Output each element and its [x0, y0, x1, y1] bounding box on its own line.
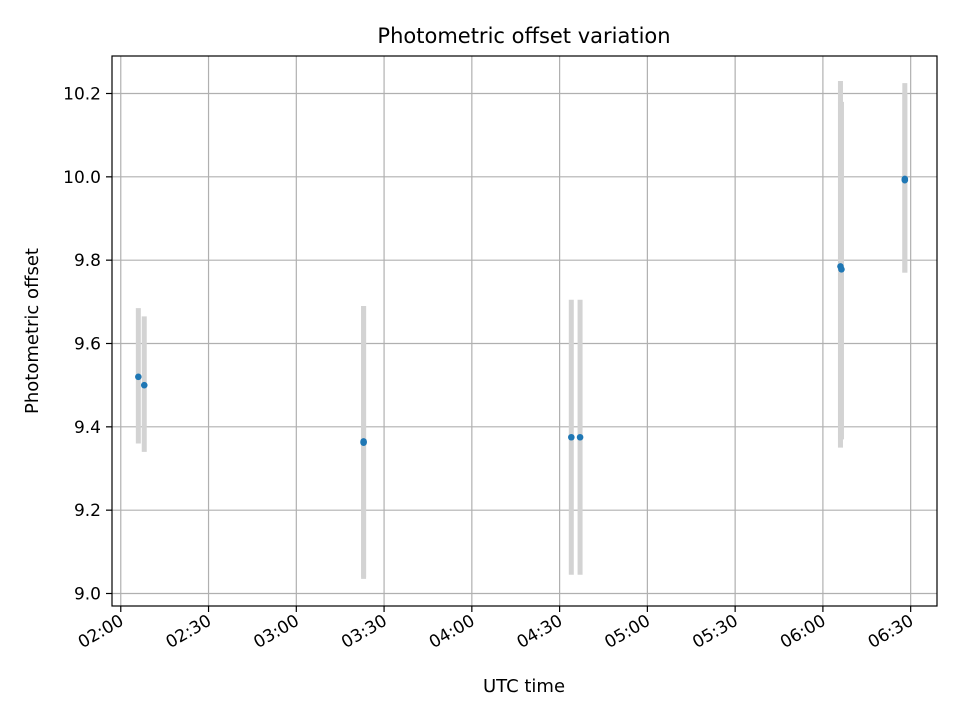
chart-title: Photometric offset variation — [377, 24, 670, 48]
x-axis-label: UTC time — [483, 676, 565, 697]
data-point — [360, 439, 367, 446]
y-tick-label: 9.6 — [74, 335, 101, 355]
y-tick-label: 10.0 — [63, 168, 101, 188]
grid — [112, 56, 937, 606]
y-tick-label: 9.4 — [74, 418, 101, 438]
y-axis-ticks: 9.0 9.2 9.4 9.6 9.8 10.0 10.2 — [63, 85, 112, 605]
plot-frame — [111, 55, 938, 607]
y-tick-label: 10.2 — [63, 85, 101, 105]
data-point — [576, 433, 584, 441]
y-axis-label: Photometric offset — [22, 248, 43, 414]
data-point — [135, 373, 142, 381]
y-tick-label: 9.2 — [74, 501, 101, 521]
data-points — [135, 175, 909, 446]
data-point — [568, 433, 575, 441]
data-point — [838, 266, 845, 273]
y-tick-label: 9.8 — [74, 251, 101, 271]
y-tick-label: 9.0 — [74, 585, 101, 605]
data-point — [901, 176, 909, 184]
data-point — [140, 381, 148, 389]
